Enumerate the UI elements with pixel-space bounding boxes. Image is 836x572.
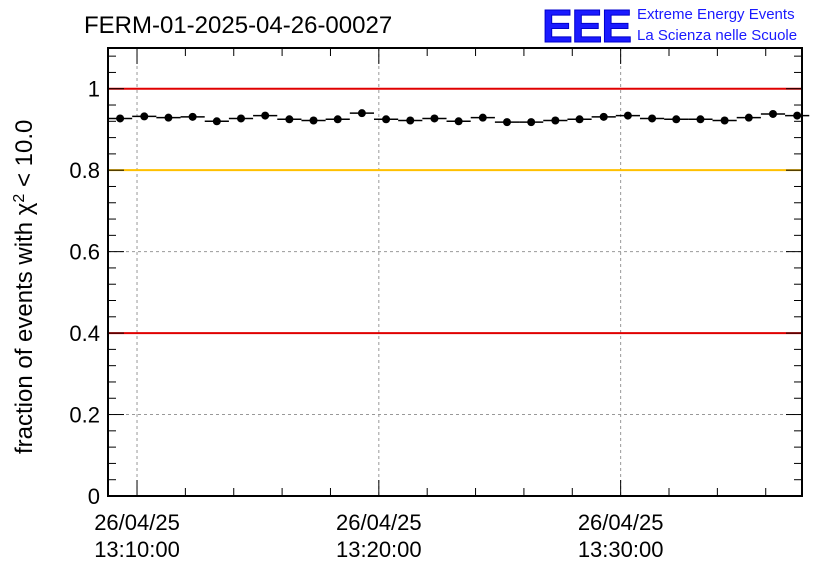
y-tick-label: 0.4 [69,321,100,346]
y-tick-label: 0.8 [69,158,100,183]
plot-border [107,47,803,497]
data-point [785,111,810,120]
y-tick-label: 0.6 [69,240,100,265]
data-point-marker [357,109,366,118]
data-point [567,115,592,124]
x-tick-label-date: 26/04/25 [94,510,180,535]
data-point-marker [333,115,342,124]
data-point-marker [575,115,584,124]
x-tick-label-date: 26/04/25 [578,510,664,535]
data-points [108,109,810,127]
plot-frame [107,47,803,497]
data-point-marker [551,116,560,125]
data-point [760,109,786,118]
data-point-marker [164,113,173,122]
y-axis-label-sup: 2 [11,194,28,203]
data-point-marker [502,118,511,127]
data-point-marker [478,113,487,122]
x-tick-label-time: 13:30:00 [578,537,664,562]
data-point [664,115,689,124]
data-point [228,114,254,123]
x-axis: 26/04/2513:10:0026/04/2513:20:0026/04/25… [94,48,767,562]
data-point-marker [116,114,125,123]
data-point-marker [744,113,753,122]
data-point [253,111,278,120]
y-tick-label: 0.2 [69,403,100,428]
data-point [519,118,544,127]
data-point [422,114,447,123]
data-point-marker [188,112,197,121]
data-point-marker [212,117,221,126]
data-point [373,115,399,124]
data-point [736,113,761,122]
data-point-marker [140,112,149,121]
data-point-marker [672,115,681,124]
y-tick-label: 0 [88,484,100,509]
x-tick-label-time: 13:20:00 [336,537,422,562]
y-axis-label-chi: χ [11,202,38,215]
x-tick-label-time: 13:10:00 [94,537,180,562]
logo-letters: EEE [542,0,631,52]
data-point [712,116,737,125]
data-point [543,116,568,125]
data-point-marker [768,109,777,118]
x-tick-label-date: 26/04/25 [336,510,422,535]
data-point-marker [309,116,318,125]
data-point-marker [261,111,270,120]
data-point [446,117,471,126]
data-point-marker [236,114,245,123]
data-point [688,115,713,124]
data-point-marker [454,117,463,126]
data-point-marker [285,115,294,124]
data-point-marker [648,114,657,123]
y-axis-label: fraction of events with χ2 < 10.0 [11,120,39,454]
data-point [277,115,302,124]
chart-title: FERM-01-2025-04-26-00027 [84,12,392,39]
reference-lines [108,87,802,335]
data-point-marker [382,115,391,124]
data-point [325,115,350,124]
eee-logo: EEE Extreme Energy Events La Scienza nel… [542,0,798,53]
logo-line-2: La Scienza nelle Scuole [637,27,797,44]
data-point [349,109,374,118]
data-point [398,116,423,125]
data-point [108,114,133,123]
data-point [132,112,157,121]
y-tick-label: 1 [88,77,100,102]
grid-lines [108,48,802,496]
y-axis-label-suffix: < 10.0 [11,120,38,194]
y-axis: 0 0.2 0.4 0.6 0.8 1 [69,55,802,509]
data-point [591,112,616,121]
data-point [615,111,640,120]
data-point [180,112,205,121]
data-point-marker [527,118,536,127]
data-point-marker [793,111,802,120]
data-point-marker [623,111,632,120]
logo-line-1: Extreme Energy Events [637,6,795,23]
data-point [639,114,665,123]
data-point-marker [406,116,415,125]
data-point [494,118,520,127]
data-point [470,113,495,122]
data-point [301,116,326,125]
data-point [204,117,229,126]
data-point-marker [720,116,729,125]
data-point-marker [599,112,608,121]
data-point-marker [430,114,439,123]
y-axis-label-prefix: fraction of events with [11,215,38,454]
data-point-marker [696,115,705,124]
data-point [156,113,181,122]
